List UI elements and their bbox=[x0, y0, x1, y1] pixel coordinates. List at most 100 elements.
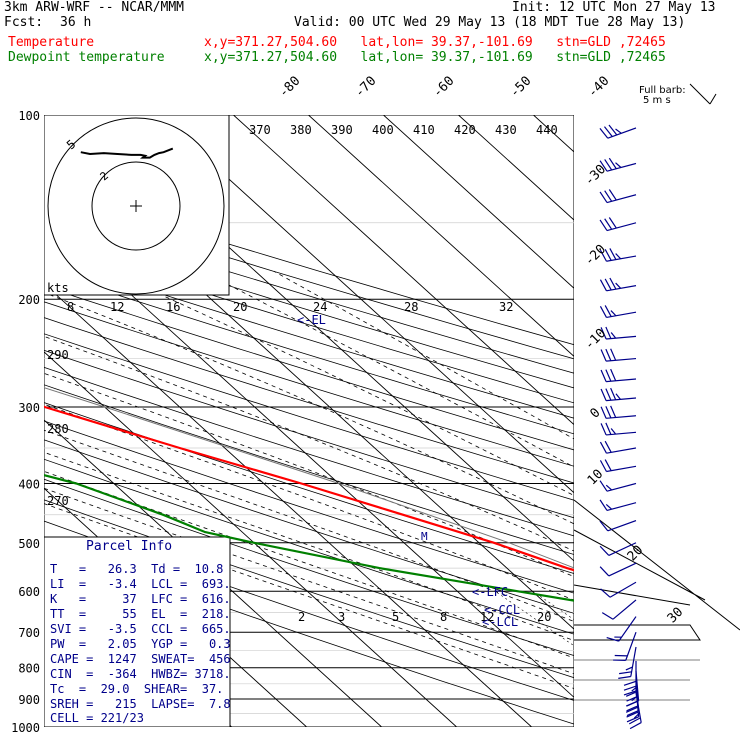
wind-barb-feather bbox=[615, 162, 622, 168]
barb-legend-sample bbox=[709, 93, 717, 105]
wind-barb-staff bbox=[608, 562, 637, 577]
parcel-row: CIN = -364 HWBZ= 3718. bbox=[50, 667, 231, 681]
wind-barb-feather bbox=[610, 368, 617, 382]
theta-tick-label: 400 bbox=[372, 123, 394, 137]
wind-barb-staff bbox=[607, 127, 637, 139]
mixing-ratio-line bbox=[731, 591, 740, 727]
theta-tick-label: 280 bbox=[47, 422, 69, 436]
wind-barb-feather bbox=[608, 189, 617, 201]
mixing-ratio-tick-label: 16 bbox=[166, 300, 180, 314]
wind-barb-staff bbox=[606, 465, 637, 473]
wind-barb-feather bbox=[601, 612, 614, 620]
theta-tick-label: 390 bbox=[331, 123, 353, 137]
wind-barb-staff bbox=[618, 616, 637, 642]
dry-adiabat-line bbox=[44, 213, 574, 374]
wind-barb-feather bbox=[599, 160, 608, 172]
wind-barb-feather bbox=[599, 480, 608, 492]
wind-barb-feather bbox=[605, 348, 612, 361]
wind-barb-feather bbox=[604, 249, 612, 261]
parcel-row: SVI = -3.5 CCL = 665. bbox=[50, 622, 231, 636]
wind-barb-feather bbox=[623, 685, 637, 691]
wind-barb-feather bbox=[605, 484, 613, 491]
mixing-ratio-tick-label: 24 bbox=[313, 300, 327, 314]
moist-adiabat-line bbox=[44, 503, 574, 689]
pressure-tick-label: 100 bbox=[18, 109, 40, 123]
wind-barb-staff bbox=[612, 599, 637, 620]
forecast-label: Fcst: bbox=[4, 15, 44, 30]
isotherm-tick-label: 30 bbox=[665, 605, 687, 627]
mixing-ratio-tick-label: 8 bbox=[67, 300, 74, 314]
wind-barb-feather bbox=[615, 128, 622, 134]
wind-barb-feather bbox=[599, 191, 608, 203]
wind-barb-feather bbox=[608, 124, 618, 136]
wind-barb-feather bbox=[626, 716, 639, 723]
wind-barb-staff bbox=[606, 482, 637, 492]
hodograph-ring bbox=[91, 161, 181, 251]
moist-adiabat-line bbox=[44, 451, 574, 642]
wind-barb bbox=[618, 646, 637, 679]
wind-barb-staff bbox=[606, 222, 637, 232]
dry-adiabat-line bbox=[44, 333, 574, 501]
dry-adiabat-line bbox=[44, 439, 574, 614]
wind-barb-feather bbox=[604, 305, 612, 317]
wind-barb-feather bbox=[604, 218, 613, 230]
dry-adiabat-line bbox=[44, 227, 574, 389]
wind-barb-staff bbox=[607, 520, 637, 532]
wind-barb-staff bbox=[606, 285, 637, 292]
wind-barb-feather bbox=[604, 190, 613, 202]
hodograph-trace bbox=[80, 147, 174, 159]
wind-barb-staff bbox=[635, 670, 640, 701]
dry-adiabat-line bbox=[44, 499, 574, 679]
wind-barb-feather bbox=[599, 127, 609, 139]
dry-adiabat-line bbox=[44, 241, 574, 404]
mixing-ratio-tick-label: 8 bbox=[440, 610, 447, 624]
dry-adiabat-line bbox=[44, 478, 574, 656]
theta-tick-label: 290 bbox=[47, 348, 69, 362]
dry-adiabat-line bbox=[44, 270, 574, 435]
wind-barb bbox=[599, 562, 637, 577]
wind-barb-staff bbox=[606, 502, 637, 512]
wind-barb-feather bbox=[625, 706, 639, 713]
wind-barb-feather bbox=[608, 157, 617, 170]
wind-barb-feather bbox=[599, 520, 609, 532]
lcl-marker: <-LCL bbox=[482, 615, 518, 629]
wind-barb-feather bbox=[599, 545, 610, 556]
wind-barb-feather bbox=[600, 349, 607, 362]
wind-barb-feather bbox=[599, 279, 607, 292]
wind-barbs bbox=[599, 124, 642, 730]
wind-barb bbox=[599, 124, 637, 139]
wind-barb-feather bbox=[615, 393, 621, 400]
isotherm-line bbox=[158, 115, 574, 494]
wind-barb-staff bbox=[609, 581, 637, 598]
wind-barb-feather bbox=[605, 369, 612, 382]
wind-barb-staff bbox=[606, 397, 637, 402]
isotherm-line bbox=[0, 115, 7, 727]
moist-adiabat-line bbox=[201, 270, 574, 468]
parcel-row: CAPE = 1247 SWEAT= 456 bbox=[50, 652, 231, 666]
dewpoint-location: x,y=371.27,504.60 lat,lon= 39.37,-101.69… bbox=[204, 50, 666, 65]
wind-barb-feather bbox=[609, 277, 617, 290]
wind-barb bbox=[599, 499, 637, 512]
pressure-tick-label: 600 bbox=[18, 585, 40, 599]
wind-barb-feather bbox=[600, 388, 607, 401]
wind-barb-staff bbox=[606, 311, 637, 318]
parcel-row: CELL = 221/23 bbox=[50, 711, 144, 725]
parcel-box bbox=[44, 536, 231, 727]
wind-barb-staff bbox=[608, 542, 637, 556]
dry-adiabat-line bbox=[44, 458, 574, 635]
wind-barb-staff bbox=[606, 357, 637, 362]
pressure-tick-label: 900 bbox=[18, 693, 40, 707]
theta-tick-label: 270 bbox=[47, 494, 69, 508]
parcel-row: PW = 2.05 YGP = 0.3 bbox=[50, 637, 231, 651]
wind-barb bbox=[599, 189, 637, 204]
barb-legend-sample bbox=[689, 83, 711, 105]
wind-barb-staff bbox=[606, 378, 637, 383]
parcel-row: TT = 55 EL = 218. bbox=[50, 607, 231, 621]
wind-barb-feather bbox=[610, 428, 617, 435]
wind-barb-feather bbox=[599, 460, 607, 472]
parcel-row: Tc = 29.0 SHEAR= 37. bbox=[50, 682, 224, 696]
wind-barb-feather bbox=[609, 248, 617, 260]
wind-barb-feather bbox=[605, 326, 612, 339]
dry-adiabat-line bbox=[44, 285, 574, 451]
